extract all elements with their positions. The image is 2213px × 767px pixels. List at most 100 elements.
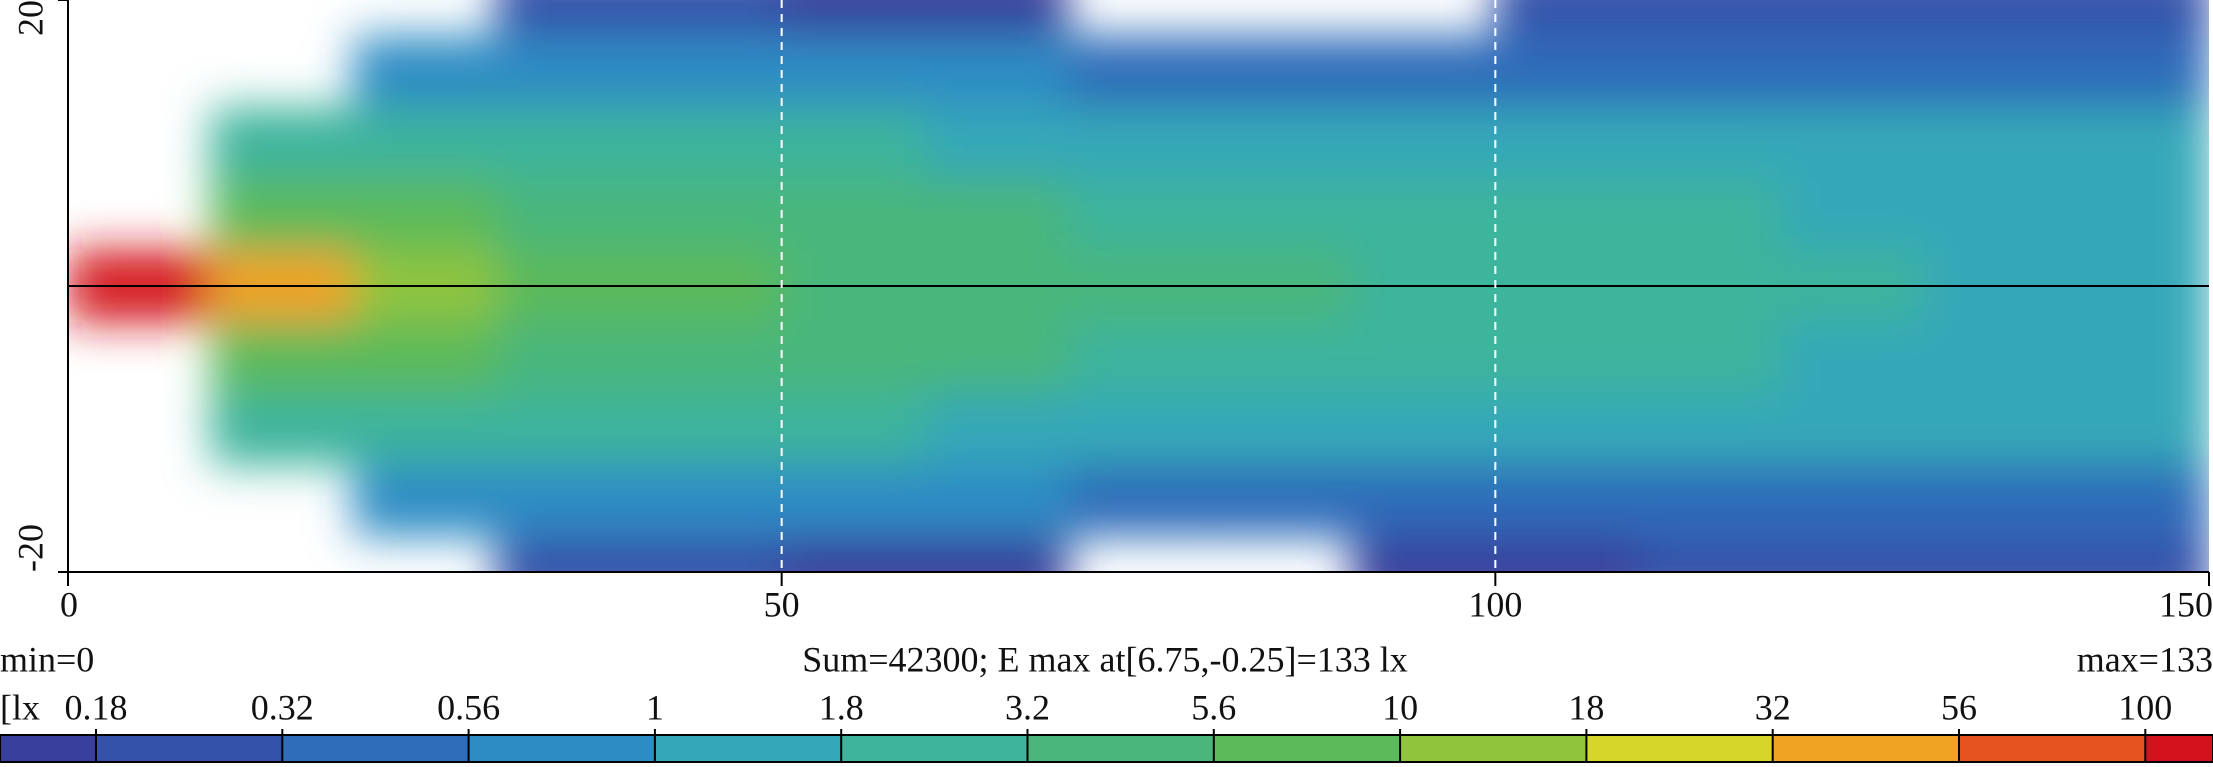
colorbar-segment xyxy=(841,735,1028,762)
cell xyxy=(781,536,925,572)
cell xyxy=(496,35,640,108)
x-tick-label: 100 xyxy=(1468,584,1522,624)
cell xyxy=(2066,107,2209,180)
overlay: 0 50 100 150 -20 20 xyxy=(10,0,2213,624)
x-tick-label: 150 xyxy=(2159,584,2213,624)
cell xyxy=(210,321,354,394)
cell xyxy=(1209,321,1354,394)
cell xyxy=(1352,321,1496,394)
cell xyxy=(496,107,640,180)
cells xyxy=(68,0,2209,572)
colorbar-label: 100 xyxy=(2118,687,2172,727)
cell xyxy=(1209,393,1354,466)
cell xyxy=(1352,107,1496,180)
cell xyxy=(1780,178,1925,251)
cell xyxy=(1638,178,1782,251)
colorbar-segment xyxy=(96,735,283,762)
cell xyxy=(638,107,783,180)
cell xyxy=(1352,464,1496,537)
cell xyxy=(1495,0,1639,37)
cell xyxy=(1638,393,1782,466)
cell xyxy=(2066,178,2209,251)
cell xyxy=(1780,0,1925,37)
cell xyxy=(1638,321,1782,394)
cell xyxy=(924,0,1068,37)
x-tick-label: 50 xyxy=(764,584,800,624)
colorbar-label: 0.56 xyxy=(437,687,500,727)
colorbar-label: 1 xyxy=(646,687,664,727)
cell xyxy=(1780,321,1925,394)
cell xyxy=(496,536,640,572)
colorbar-frame xyxy=(0,734,2213,763)
cell xyxy=(353,393,497,466)
cell xyxy=(210,178,354,251)
cell xyxy=(1638,536,1782,572)
cell xyxy=(1495,464,1639,537)
min-text: min=0 xyxy=(0,639,94,679)
colorbar-label: 56 xyxy=(1941,687,1977,727)
cell xyxy=(1067,178,1211,251)
cell xyxy=(781,178,925,251)
colorbar-segment xyxy=(1772,735,1959,762)
cell xyxy=(1209,35,1354,108)
cell xyxy=(1780,536,1925,572)
cell xyxy=(353,107,497,180)
cell xyxy=(1352,35,1496,108)
cell xyxy=(1495,178,1639,251)
colorbar-segment xyxy=(654,735,842,762)
cell xyxy=(1495,107,1639,180)
cell xyxy=(638,35,783,108)
cell xyxy=(2066,35,2209,108)
cell xyxy=(781,35,925,108)
colorbar-label: 3.2 xyxy=(1005,687,1050,727)
colorbar-segment xyxy=(1400,735,1587,762)
cell xyxy=(210,107,354,180)
cell xyxy=(638,321,783,394)
heatmap xyxy=(68,0,2209,572)
cell xyxy=(496,321,640,394)
cell xyxy=(638,178,783,251)
colorbar-label: 10 xyxy=(1382,687,1418,727)
x-tick-label: 0 xyxy=(60,584,78,624)
cell xyxy=(638,464,783,537)
cell xyxy=(1638,464,1782,537)
cell xyxy=(1923,393,2067,466)
cell xyxy=(1923,0,2067,37)
cell xyxy=(1780,393,1925,466)
cell xyxy=(2066,0,2209,37)
colorbar-segment xyxy=(282,735,469,762)
cell xyxy=(924,464,1068,537)
summary: Sum=42300; E max at[6.75,-0.25]=133 lx xyxy=(802,639,1408,679)
cell xyxy=(1495,393,1639,466)
cell xyxy=(1780,464,1925,537)
colorbar-label: 0.32 xyxy=(251,687,314,727)
cell xyxy=(1209,178,1354,251)
cell xyxy=(924,107,1068,180)
cell xyxy=(781,0,925,37)
cell xyxy=(781,464,925,537)
max-text: max=133 xyxy=(2077,639,2213,679)
cell xyxy=(1067,35,1211,108)
colorbar-label: 1.8 xyxy=(819,687,864,727)
colorbar-label: 18 xyxy=(1568,687,1604,727)
cell xyxy=(1352,393,1496,466)
cell xyxy=(496,464,640,537)
colorbar-segment xyxy=(468,735,655,762)
cell xyxy=(210,393,354,466)
cell xyxy=(1923,178,2067,251)
cell xyxy=(781,393,925,466)
cell xyxy=(1209,107,1354,180)
cell xyxy=(781,321,925,394)
cell xyxy=(496,178,640,251)
cell xyxy=(1923,464,2067,537)
colorbar-segment xyxy=(1959,735,2146,762)
cell xyxy=(1495,35,1639,108)
cell xyxy=(1067,464,1211,537)
cell xyxy=(353,464,497,537)
cell xyxy=(1780,35,1925,108)
cell xyxy=(496,393,640,466)
cell xyxy=(1923,35,2067,108)
cell xyxy=(1923,536,2067,572)
colorbar-segment xyxy=(1586,735,1773,762)
